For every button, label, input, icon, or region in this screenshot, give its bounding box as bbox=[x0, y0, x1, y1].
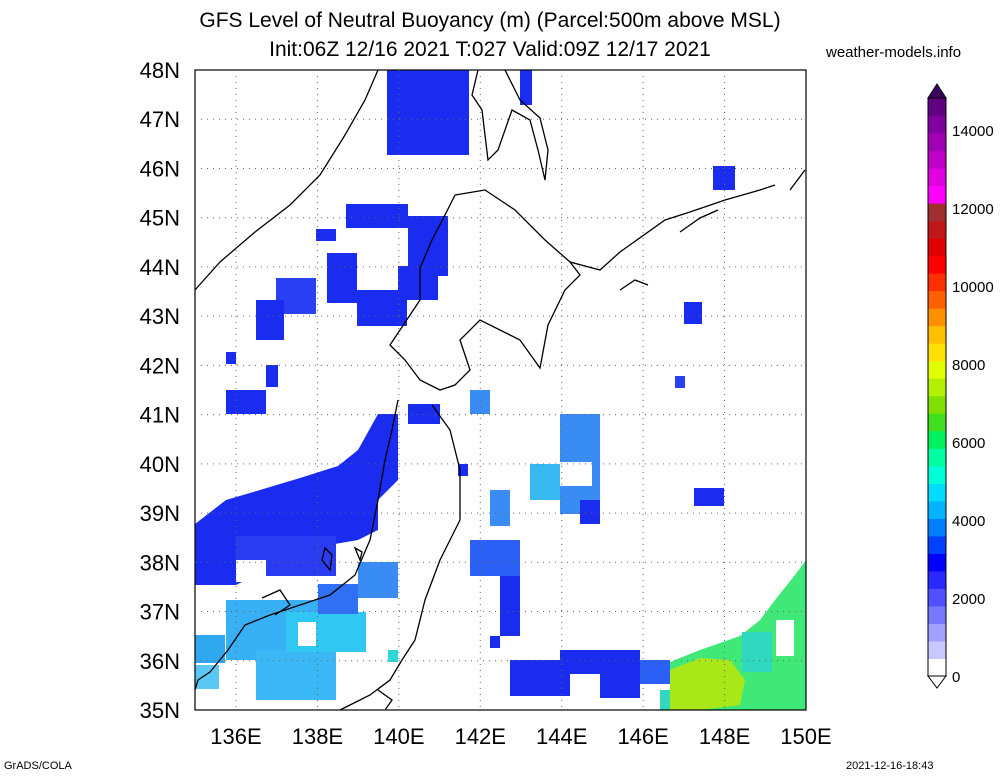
colorbar-segment bbox=[928, 640, 946, 659]
colorbar-segment bbox=[928, 185, 946, 204]
lon-label: 146E bbox=[617, 724, 668, 749]
colorbar-top-arrow bbox=[927, 83, 947, 99]
colorbar-segment bbox=[928, 553, 946, 572]
colorbar-label: 10000 bbox=[952, 279, 994, 296]
colorbar-label: 2000 bbox=[952, 591, 985, 608]
lat-label: 39N bbox=[140, 501, 180, 526]
site-name: weather-models.info bbox=[826, 44, 962, 61]
colorbar-segment bbox=[928, 605, 946, 624]
colorbar-label: 8000 bbox=[952, 357, 985, 374]
colorbar-segment bbox=[928, 308, 946, 327]
lon-label: 142E bbox=[455, 724, 506, 749]
lat-label: 43N bbox=[140, 304, 180, 329]
latitude-labels: 48N 47N 46N 45N 44N 43N 42N 41N 40N 39N 38N 37N 36N 3… bbox=[140, 58, 180, 723]
colorbar-segment bbox=[928, 448, 946, 467]
footer-timestamp: 2021-12-16-18:43 bbox=[846, 760, 934, 772]
colorbar-segment bbox=[928, 325, 946, 344]
colorbar-segment bbox=[928, 115, 946, 134]
colorbar-segment bbox=[928, 623, 946, 642]
colorbar-frame bbox=[927, 97, 947, 677]
lat-label: 35N bbox=[140, 698, 180, 723]
lat-label: 46N bbox=[140, 156, 180, 181]
colorbar-label: 12000 bbox=[952, 201, 994, 218]
lon-label: 144E bbox=[536, 724, 587, 749]
colorbar-segment bbox=[928, 220, 946, 239]
colorbar-segment bbox=[928, 395, 946, 414]
colorbar-segment bbox=[928, 378, 946, 397]
lat-label: 45N bbox=[140, 206, 180, 231]
colorbar-label: 6000 bbox=[952, 435, 985, 452]
colorbar-segment bbox=[928, 465, 946, 484]
lon-label: 150E bbox=[780, 724, 831, 749]
lat-label: 36N bbox=[140, 649, 180, 674]
colorbar-segment bbox=[928, 273, 946, 292]
coastline bbox=[194, 69, 806, 711]
colorbar-segment bbox=[928, 570, 946, 589]
colorbar-segment bbox=[928, 98, 946, 117]
colorbar-segment bbox=[928, 500, 946, 519]
colorbar-label: 0 bbox=[952, 669, 960, 686]
colorbar-segment bbox=[928, 203, 946, 222]
colorbar bbox=[927, 83, 947, 689]
lat-label: 42N bbox=[140, 353, 180, 378]
colorbar-label: 14000 bbox=[952, 123, 994, 140]
colorbar-segment bbox=[928, 430, 946, 449]
colorbar-bottom-arrow bbox=[927, 675, 947, 689]
map-title: GFS Level of Neutral Buoyancy (m) (Parce… bbox=[199, 9, 781, 32]
colorbar-segment bbox=[928, 238, 946, 257]
lat-label: 41N bbox=[140, 403, 180, 428]
lon-label: 136E bbox=[210, 724, 261, 749]
colorbar-segment bbox=[928, 535, 946, 554]
colorbar-segment bbox=[928, 483, 946, 502]
lon-label: 148E bbox=[699, 724, 750, 749]
colorbar-segment bbox=[928, 133, 946, 152]
longitude-labels: 136E 138E 140E 142E 144E 146E 148E 150E bbox=[210, 724, 831, 749]
buoyancy-field bbox=[195, 70, 806, 710]
colorbar-segment bbox=[928, 588, 946, 607]
colorbar-segment bbox=[928, 255, 946, 274]
lat-label: 37N bbox=[140, 600, 180, 625]
lat-label: 40N bbox=[140, 452, 180, 477]
lat-label: 44N bbox=[140, 255, 180, 280]
colorbar-label: 4000 bbox=[952, 513, 985, 530]
colorbar-segment bbox=[928, 343, 946, 362]
colorbar-segment bbox=[928, 658, 946, 677]
colorbar-segment bbox=[928, 290, 946, 309]
lon-label: 138E bbox=[292, 724, 343, 749]
map-frame bbox=[194, 69, 807, 711]
colorbar-segment bbox=[928, 413, 946, 432]
colorbar-segment bbox=[928, 360, 946, 379]
colorbar-labels: 14000 12000 10000 8000 6000 4000 2000 0 bbox=[952, 123, 994, 686]
lat-label: 47N bbox=[140, 107, 180, 132]
map-subtitle: Init:06Z 12/16 2021 T:027 Valid:09Z 12/1… bbox=[269, 38, 711, 61]
lat-label: 48N bbox=[140, 58, 180, 83]
lat-label: 38N bbox=[140, 550, 180, 575]
colorbar-segment bbox=[928, 150, 946, 169]
footer-credit: GrADS/COLA bbox=[4, 760, 72, 772]
colorbar-segment bbox=[928, 518, 946, 537]
lon-label: 140E bbox=[373, 724, 424, 749]
colorbar-segment bbox=[928, 168, 946, 187]
